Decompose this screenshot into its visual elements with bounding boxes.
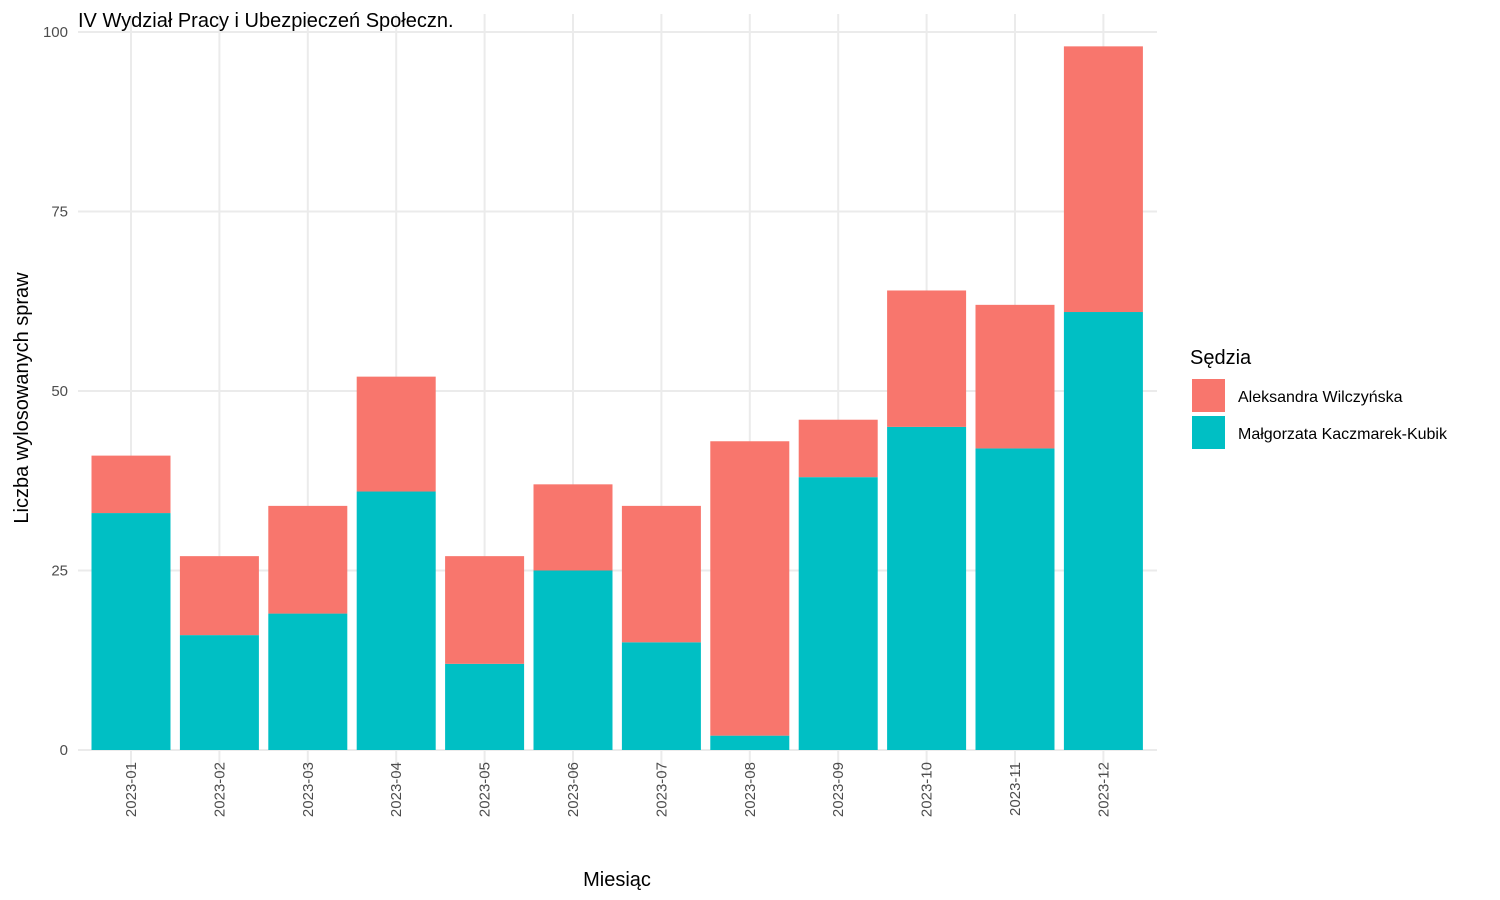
- legend-title: Sędzia: [1190, 347, 1252, 369]
- x-tick-label-2023-04: 2023-04: [388, 762, 405, 817]
- x-tick-label-2023-09: 2023-09: [830, 762, 847, 817]
- y-tick-label-100: 100: [43, 24, 68, 41]
- bar-2023-05-series-1: [445, 556, 525, 664]
- y-axis-ticks: 0 25 50 75 100: [43, 24, 68, 759]
- bar-2023-10-series-1: [887, 290, 967, 427]
- bar-2023-01-series-1: [91, 455, 171, 514]
- bar-2023-03-series-1: [268, 505, 348, 614]
- legend-label-0: Aleksandra Wilczyńska: [1238, 389, 1403, 406]
- x-tick-label-2023-08: 2023-08: [742, 762, 759, 817]
- x-tick-label-2023-02: 2023-02: [211, 762, 228, 817]
- legend-swatch-1: [1192, 416, 1225, 449]
- bar-2023-06-series-0: [533, 570, 613, 750]
- bar-2023-01-series-0: [91, 513, 171, 750]
- legend: Sędzia Aleksandra Wilczyńska Małgorzata K…: [1190, 347, 1448, 449]
- bar-2023-06-series-1: [533, 484, 613, 571]
- bar-2023-10-series-0: [887, 426, 967, 750]
- bar-2023-09-series-1: [798, 419, 878, 478]
- x-tick-label-2023-10: 2023-10: [919, 762, 936, 817]
- y-axis-title: Liczba wylosowanych spraw: [11, 272, 33, 524]
- bar-2023-03-series-0: [268, 613, 348, 750]
- bar-2023-11-series-0: [975, 448, 1055, 750]
- bar-2023-02-series-0: [179, 635, 259, 750]
- x-tick-label-2023-03: 2023-03: [300, 762, 317, 817]
- x-tick-label-2023-05: 2023-05: [477, 762, 494, 817]
- bar-2023-12-series-1: [1063, 46, 1143, 313]
- x-tick-label-2023-12: 2023-12: [1095, 762, 1112, 817]
- legend-label-1: Małgorzata Kaczmarek-Kubik: [1238, 426, 1448, 443]
- bar-2023-04-series-1: [356, 376, 436, 492]
- x-axis-ticks: 2023-01 2023-02 2023-03 2023-04 2023-05 2023-…: [123, 762, 1112, 817]
- legend-swatch-0: [1192, 379, 1225, 412]
- bar-2023-09-series-0: [798, 477, 878, 750]
- y-tick-label-75: 75: [51, 204, 68, 221]
- y-tick-label-50: 50: [51, 383, 68, 400]
- bar-2023-12-series-0: [1063, 312, 1143, 750]
- bar-2023-08-series-0: [710, 735, 790, 750]
- x-tick-label-2023-01: 2023-01: [123, 762, 140, 817]
- y-tick-label-0: 0: [60, 742, 68, 759]
- y-tick-label-25: 25: [51, 563, 68, 580]
- bar-2023-08-series-1: [710, 441, 790, 736]
- legend-items: Aleksandra Wilczyńska Małgorzata Kaczmare…: [1192, 379, 1448, 449]
- bar-2023-02-series-1: [179, 556, 259, 636]
- bar-2023-07-series-1: [621, 505, 701, 643]
- chart-title: IV Wydział Pracy i Ubezpieczeń Społeczn.: [78, 10, 454, 32]
- bar-2023-07-series-0: [621, 642, 701, 750]
- x-tick-label-2023-11: 2023-11: [1007, 762, 1024, 816]
- bar-2023-05-series-0: [445, 663, 525, 750]
- x-tick-label-2023-07: 2023-07: [653, 762, 670, 817]
- x-tick-label-2023-06: 2023-06: [565, 762, 582, 817]
- bar-2023-11-series-1: [975, 304, 1055, 449]
- x-axis-title: Miesiąc: [583, 869, 651, 891]
- bar-stack-layer: [91, 46, 1143, 750]
- bar-2023-04-series-0: [356, 491, 436, 750]
